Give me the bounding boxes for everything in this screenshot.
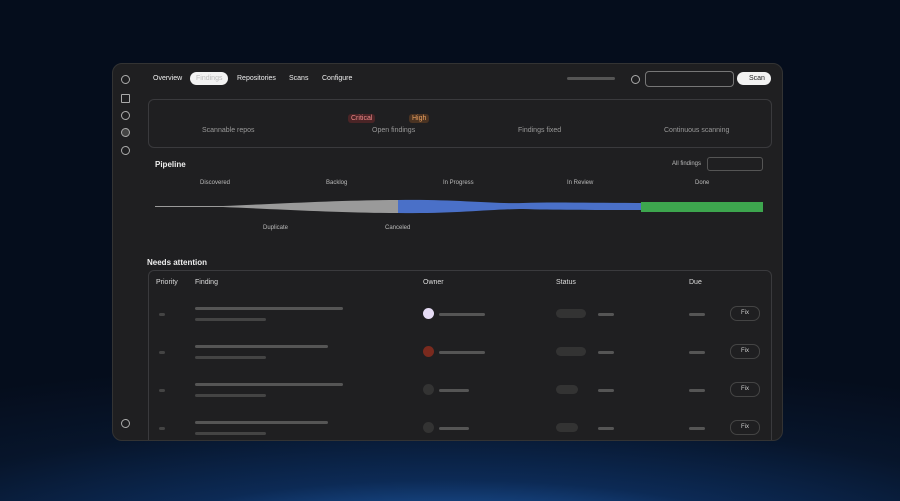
stat-label: Scannable repos: [202, 127, 255, 134]
avatar: [423, 384, 434, 395]
fix-button[interactable]: Fix: [730, 420, 760, 435]
column-header: Priority: [156, 279, 178, 286]
tab[interactable]: Overview: [153, 75, 183, 82]
status-placeholder: [598, 427, 614, 430]
status-pill: [556, 309, 586, 318]
logo: [121, 75, 130, 84]
refresh-icon[interactable]: [631, 75, 640, 84]
owner-placeholder: [439, 427, 469, 430]
badge-high: High: [409, 114, 430, 123]
subtitle-placeholder: [195, 356, 266, 359]
status-placeholder: [598, 313, 614, 316]
findings-table: [148, 270, 772, 440]
stat-label: Continuous scanning: [664, 127, 730, 134]
fix-button[interactable]: Fix: [730, 344, 760, 359]
status-placeholder: [598, 389, 614, 392]
column-header: Finding: [195, 279, 218, 286]
status-pill: [556, 423, 578, 432]
title-placeholder: [195, 345, 328, 348]
status-pill: [556, 347, 586, 356]
priority-placeholder: [159, 427, 165, 430]
tab-active[interactable]: Findings: [190, 72, 229, 85]
section-title: Needs attention: [147, 258, 208, 267]
avatar: [423, 346, 434, 357]
stat-label: Open findings: [372, 127, 416, 134]
stage-label: Canceled: [385, 225, 411, 231]
stage-label: In Progress: [443, 180, 474, 186]
repo-select[interactable]: [645, 71, 734, 87]
status-pill: [556, 385, 578, 394]
status-placeholder: [598, 351, 614, 354]
nav-icon[interactable]: [121, 111, 130, 120]
flow-progress: [398, 199, 641, 214]
priority-placeholder: [159, 351, 165, 354]
nav-icon[interactable]: [121, 146, 130, 155]
column-header: Due: [689, 279, 702, 286]
flow-done: [641, 202, 763, 212]
fix-button[interactable]: Fix: [730, 306, 760, 321]
subtitle-placeholder: [195, 394, 266, 397]
stage-label: Duplicate: [263, 225, 289, 231]
due-placeholder: [689, 313, 705, 316]
title-placeholder: [195, 307, 343, 310]
subtitle-placeholder: [195, 432, 266, 435]
owner-placeholder: [439, 389, 469, 392]
fix-button[interactable]: Fix: [730, 382, 760, 397]
owner-placeholder: [439, 351, 485, 354]
tab[interactable]: Configure: [322, 75, 353, 82]
app-window: Overview Findings Repositories Scans Con…: [112, 63, 783, 441]
badge-critical: Critical: [348, 114, 376, 123]
placeholder: [567, 77, 615, 80]
owner-placeholder: [439, 313, 485, 316]
due-placeholder: [689, 427, 705, 430]
priority-placeholder: [159, 389, 165, 392]
stage-label: In Review: [567, 180, 594, 186]
column-header: Owner: [423, 279, 444, 286]
due-placeholder: [689, 389, 705, 392]
flow-backlog: [155, 200, 398, 213]
avatar: [423, 308, 434, 319]
title-placeholder: [195, 383, 343, 386]
stage-label: Done: [695, 180, 710, 186]
nav-icon[interactable]: [121, 94, 130, 103]
section-title: Pipeline: [155, 160, 186, 169]
subtitle-placeholder: [195, 318, 266, 321]
filter-label: All findings: [672, 161, 702, 167]
stage-label: Backlog: [326, 180, 348, 186]
title-placeholder: [195, 421, 328, 424]
column-header: Status: [556, 279, 576, 286]
priority-placeholder: [159, 313, 165, 316]
scan-button[interactable]: Scan: [737, 72, 771, 85]
settings-icon[interactable]: [121, 419, 130, 428]
pipeline-flow: [155, 199, 763, 214]
tab[interactable]: Scans: [289, 75, 309, 82]
filter-select[interactable]: [707, 157, 763, 171]
tab[interactable]: Repositories: [237, 75, 276, 82]
avatar: [423, 422, 434, 433]
stats-panel: [148, 99, 772, 148]
nav-icon[interactable]: [121, 128, 130, 137]
due-placeholder: [689, 351, 705, 354]
stage-label: Discovered: [200, 180, 231, 186]
stat-label: Findings fixed: [518, 127, 562, 134]
